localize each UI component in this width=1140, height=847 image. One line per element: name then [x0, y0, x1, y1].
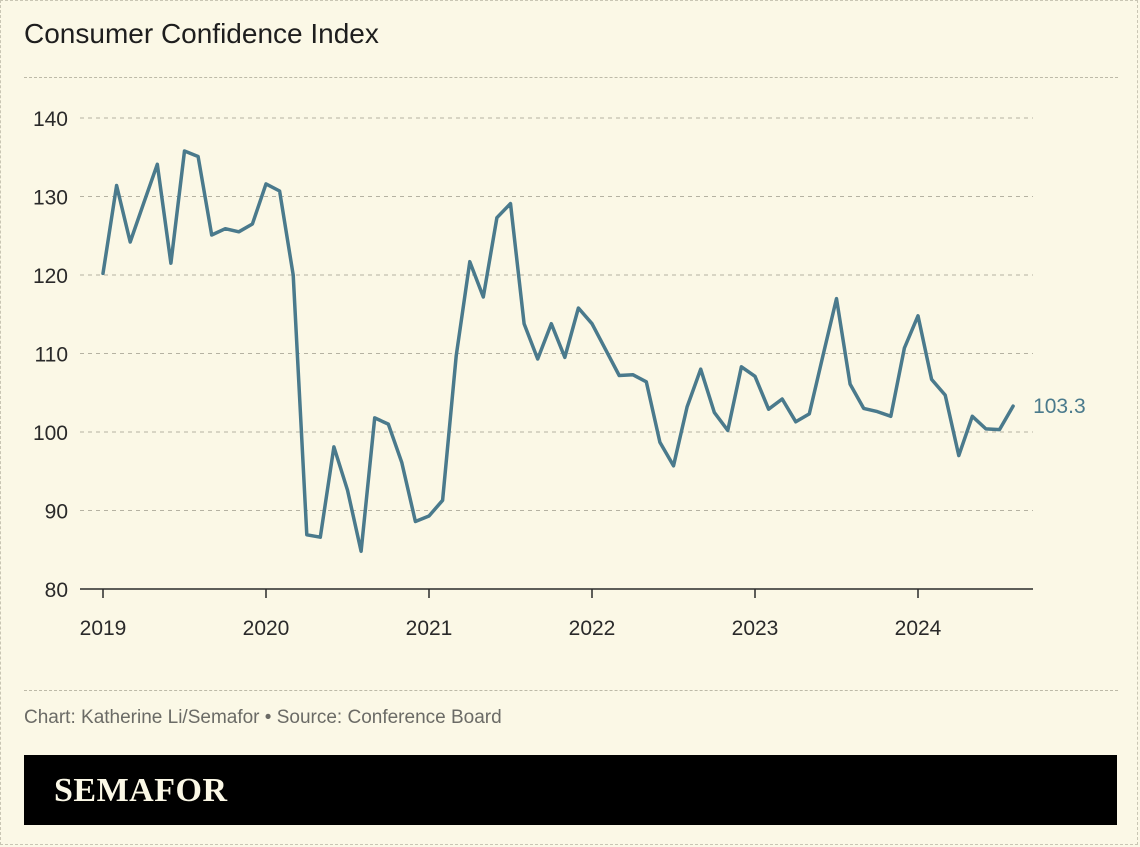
top-divider: [24, 77, 1118, 78]
x-tick-label: 2024: [895, 617, 942, 640]
series-line: [101, 149, 1015, 554]
x-tick-label: 2022: [569, 617, 616, 640]
chart-title: Consumer Confidence Index: [24, 18, 379, 49]
x-axis: 2019 2020 2021 2022 2023 2024: [80, 588, 1033, 640]
y-tick-label: 80: [45, 579, 68, 602]
y-tick-label: 140: [33, 108, 68, 131]
x-tick-label: 2023: [732, 617, 779, 640]
source-credit: Chart: Katherine Li/Semafor • Source: Co…: [24, 707, 502, 728]
x-tick-label: 2021: [406, 617, 453, 640]
semafor-logo: SEMAFOR: [54, 772, 228, 809]
x-tick-label: 2020: [243, 617, 290, 640]
x-tick-label: 2019: [80, 617, 127, 640]
line-chart: 80 90 100 110 120 130 140 2019 2020 2021 2022 2023…: [33, 108, 1086, 640]
end-value-label: 103.3: [1033, 395, 1086, 418]
y-tick-label: 120: [33, 265, 68, 288]
y-axis-tick-labels: 80 90 100 110 120 130 140: [33, 108, 68, 602]
brand-footer: SEMAFOR: [24, 755, 1117, 825]
y-tick-label: 130: [33, 187, 68, 210]
bottom-divider: [24, 690, 1118, 691]
grid-lines: [80, 117, 1033, 511]
y-tick-label: 110: [35, 344, 68, 367]
y-tick-label: 90: [45, 501, 68, 524]
y-tick-label: 100: [33, 422, 68, 445]
